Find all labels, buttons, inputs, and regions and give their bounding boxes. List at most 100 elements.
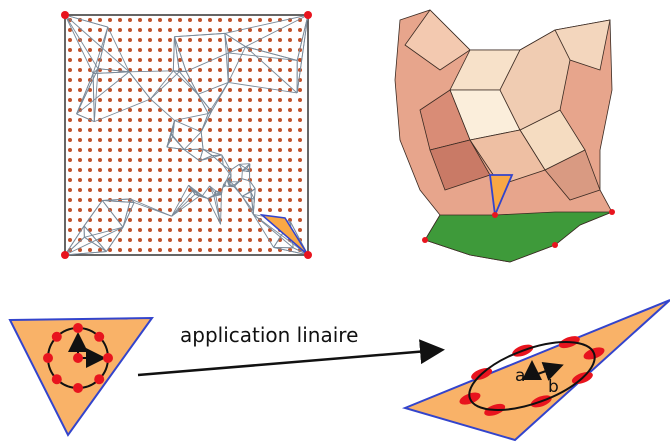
mesh-edge [252,199,255,212]
mesh-edge [64,226,124,256]
mesh-edge [185,52,229,72]
mesh-edge [245,46,298,61]
mesh-edge [83,225,107,252]
mesh-highlight-triangle [259,213,309,256]
mesh-edge [171,195,200,217]
sample-dot [73,353,83,363]
mesh-edge [92,26,109,74]
mesh-edge [215,194,222,225]
mesh-edge [174,113,209,121]
mesh-edge [250,188,256,193]
mesh-edge [230,181,235,186]
mesh-edge [172,70,199,95]
mesh-edge [211,82,229,112]
mesh-edge [64,251,107,256]
mesh-edge [296,14,309,94]
mesh-edge [172,36,175,71]
mesh-edge [171,189,194,217]
corner-dot [304,11,312,19]
mesh-edge [223,179,228,185]
mesh-edge [200,111,212,133]
mesh-edge [183,131,202,150]
sample-dot [94,331,105,342]
mesh-edge [76,71,130,115]
mesh-edge [64,225,85,256]
sample-dot [103,353,113,363]
mesh-edge [171,133,185,150]
mesh-edge [233,184,243,197]
mesh-edge [227,46,246,83]
mesh-edge [202,185,211,197]
cat-mesh [394,9,615,263]
mesh-edge [197,94,212,112]
mesh-edge [220,194,222,225]
map-arrow [137,339,445,377]
mesh-edge [241,170,243,179]
mesh-edge [102,200,135,203]
mesh-edge [94,98,151,123]
mesh-edge [224,33,246,48]
mesh-edge [129,70,174,73]
mesh-edge [249,180,256,189]
mesh-edge [202,148,213,156]
sample-dot [51,331,62,342]
mesh-edge [185,71,199,95]
mesh-edge [174,32,225,38]
mesh-edge [273,246,309,256]
mesh-edge [209,185,215,197]
mesh-edge [197,81,229,95]
mesh-edge [253,188,256,200]
mesh-edge [199,149,204,161]
corner-dot [61,251,69,259]
mesh-edge [150,70,174,100]
mesh-edges [64,14,309,256]
mesh-edge [250,191,254,212]
mesh-edge [215,192,222,195]
mesh-edge [230,170,232,177]
mesh-edge [222,184,225,188]
mesh-edge [122,202,135,228]
sample-dot [51,374,62,385]
mesh-edge [230,163,240,171]
label-a: a [515,366,525,386]
mesh-edge [150,98,175,121]
mesh-edge [197,94,209,114]
parameter-mesh [61,11,312,259]
mesh-edge [93,71,130,75]
mesh-edge [239,163,247,170]
mesh-edge [226,170,231,180]
mesh-edge [174,36,187,72]
mesh-edge [64,236,85,256]
mesh-edge [92,73,95,122]
mesh-edge [64,14,94,74]
mesh-edge [227,182,230,187]
mesh-edge [215,190,222,194]
mesh-edge [227,175,232,183]
mesh-edge [199,195,208,199]
mesh-edge [245,46,298,94]
mesh-edge [107,26,130,73]
mesh-edge [229,181,231,186]
mesh-edge [202,148,223,156]
mesh-edge [171,194,196,217]
mesh-edge [84,226,124,238]
source-triangle [8,316,154,437]
mesh-edge [64,14,130,73]
mesh-edge [224,14,309,34]
corner-dot [61,11,69,19]
mesh-edge [253,214,294,249]
mesh-edge [238,164,243,171]
mesh-edge [76,113,95,123]
mesh-edge [179,71,199,95]
mesh-edge [166,120,175,148]
mesh-edge [98,68,130,73]
mesh-edge [250,191,255,200]
mesh-edge [173,70,180,73]
mesh-edge [253,214,309,256]
mesh-edge [93,68,99,122]
mesh-edge [106,226,124,252]
mesh-edge [226,179,231,183]
mesh-edge [252,214,274,248]
mesh-edge [122,198,132,228]
